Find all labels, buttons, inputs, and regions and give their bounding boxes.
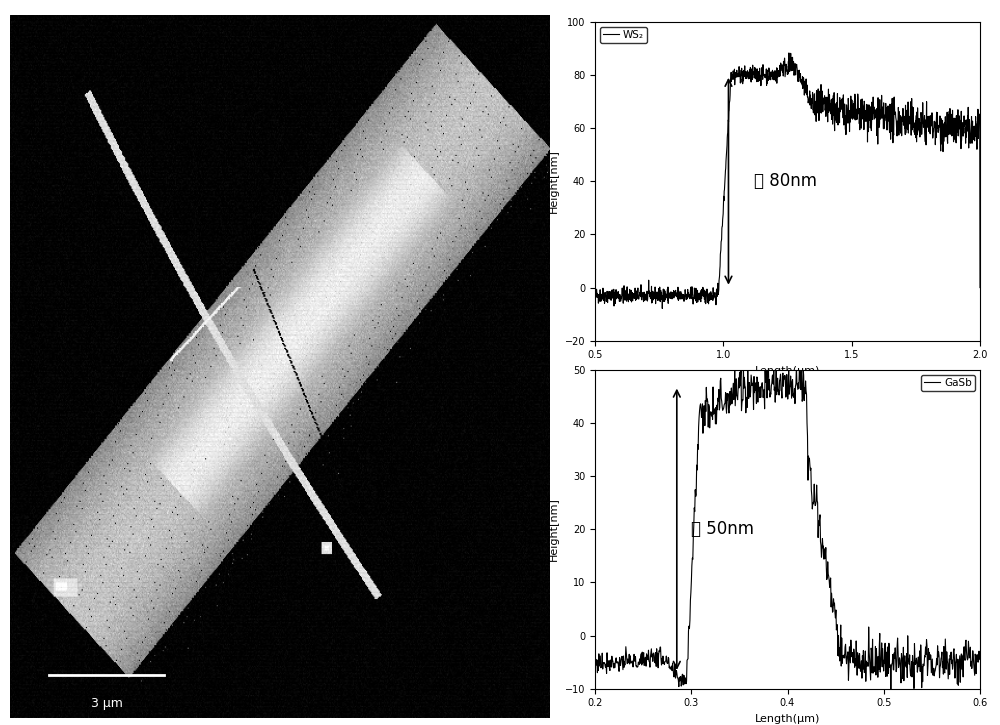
Text: 约 50nm: 约 50nm: [691, 521, 754, 538]
Text: 约 80nm: 约 80nm: [754, 173, 817, 190]
X-axis label: Length(μm): Length(μm): [755, 366, 820, 376]
Y-axis label: Height[nm]: Height[nm]: [549, 497, 559, 561]
Text: 3 μm: 3 μm: [91, 697, 123, 710]
Y-axis label: Height[nm]: Height[nm]: [549, 149, 559, 213]
Legend: GaSb: GaSb: [921, 375, 975, 392]
Legend: WS₂: WS₂: [600, 27, 647, 44]
X-axis label: Length(μm): Length(μm): [755, 714, 820, 724]
